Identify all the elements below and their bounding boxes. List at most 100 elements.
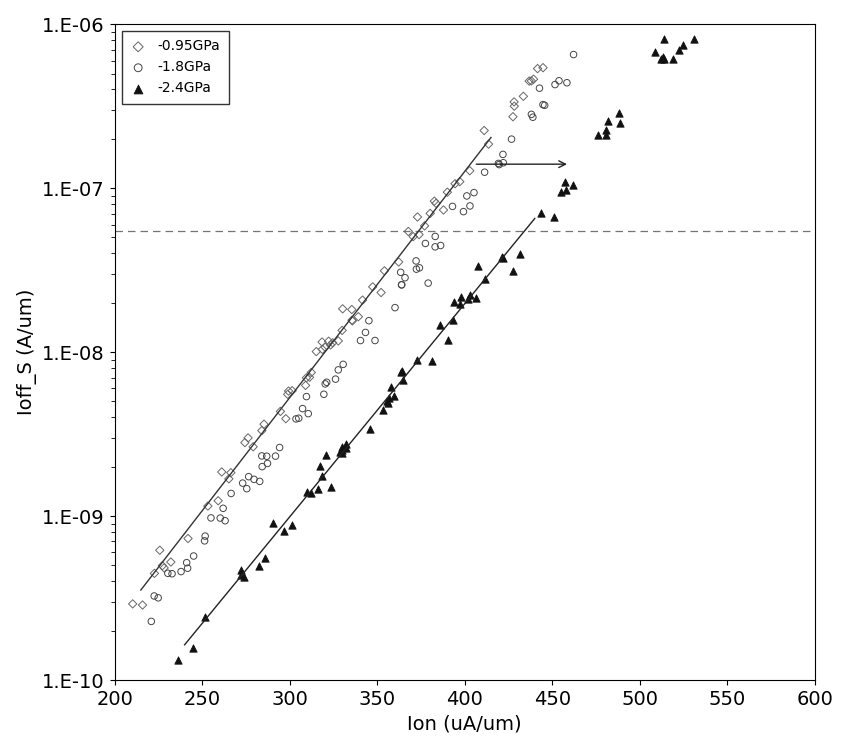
-0.95GPa bbox=[299, 372, 313, 384]
-0.95GPa bbox=[352, 310, 366, 322]
-1.8GPa bbox=[165, 568, 178, 580]
-2.4GPa bbox=[601, 115, 615, 127]
-1.8GPa bbox=[289, 413, 303, 425]
-0.95GPa bbox=[345, 304, 359, 316]
-1.8GPa bbox=[548, 79, 562, 91]
-2.4GPa bbox=[411, 354, 424, 366]
-2.4GPa bbox=[506, 265, 519, 277]
-1.8GPa bbox=[410, 255, 423, 267]
-2.4GPa bbox=[687, 33, 700, 45]
-2.4GPa bbox=[277, 525, 291, 537]
-2.4GPa bbox=[339, 442, 353, 454]
-2.4GPa bbox=[382, 398, 395, 410]
-2.4GPa bbox=[380, 394, 394, 406]
-1.8GPa bbox=[359, 326, 372, 338]
-0.95GPa bbox=[309, 346, 323, 358]
-0.95GPa bbox=[303, 371, 316, 383]
-2.4GPa bbox=[315, 470, 329, 482]
-1.8GPa bbox=[332, 364, 345, 376]
-0.95GPa bbox=[136, 599, 150, 611]
-0.95GPa bbox=[406, 230, 420, 242]
-1.8GPa bbox=[362, 315, 376, 327]
-2.4GPa bbox=[441, 334, 455, 346]
-1.8GPa bbox=[151, 592, 165, 604]
-0.95GPa bbox=[524, 75, 538, 87]
-0.95GPa bbox=[332, 335, 345, 347]
-0.95GPa bbox=[222, 472, 235, 484]
-0.95GPa bbox=[274, 406, 287, 418]
-0.95GPa bbox=[507, 96, 521, 108]
-1.8GPa bbox=[524, 108, 538, 120]
-1.8GPa bbox=[260, 450, 274, 462]
-0.95GPa bbox=[215, 466, 229, 478]
-1.8GPa bbox=[240, 483, 253, 495]
-1.8GPa bbox=[468, 187, 481, 199]
-0.95GPa bbox=[411, 211, 424, 223]
-0.95GPa bbox=[238, 436, 252, 448]
-1.8GPa bbox=[235, 477, 249, 489]
-1.8GPa bbox=[492, 158, 506, 170]
-0.95GPa bbox=[315, 344, 329, 355]
-1.8GPa bbox=[317, 388, 331, 400]
-1.8GPa bbox=[255, 460, 269, 472]
-2.4GPa bbox=[304, 488, 318, 500]
-0.95GPa bbox=[523, 75, 536, 87]
-0.95GPa bbox=[507, 100, 521, 112]
-2.4GPa bbox=[559, 184, 573, 196]
-1.8GPa bbox=[255, 450, 269, 462]
-2.4GPa bbox=[535, 206, 548, 218]
-0.95GPa bbox=[453, 176, 467, 188]
-1.8GPa bbox=[395, 279, 409, 291]
-0.95GPa bbox=[304, 367, 318, 379]
-1.8GPa bbox=[428, 241, 442, 253]
-2.4GPa bbox=[394, 366, 407, 378]
-2.4GPa bbox=[336, 442, 349, 454]
-1.8GPa bbox=[478, 166, 491, 178]
-1.8GPa bbox=[505, 134, 518, 146]
-2.4GPa bbox=[454, 298, 468, 310]
-2.4GPa bbox=[479, 273, 492, 285]
-2.4GPa bbox=[434, 319, 447, 331]
-0.95GPa bbox=[377, 265, 391, 277]
-2.4GPa bbox=[320, 449, 333, 461]
-2.4GPa bbox=[447, 296, 461, 308]
-1.8GPa bbox=[213, 512, 227, 524]
-2.4GPa bbox=[566, 179, 580, 191]
-0.95GPa bbox=[318, 341, 332, 353]
-1.8GPa bbox=[412, 262, 426, 274]
-1.8GPa bbox=[296, 403, 309, 415]
-2.4GPa bbox=[363, 423, 377, 435]
-1.8GPa bbox=[368, 334, 382, 346]
-2.4GPa bbox=[258, 552, 272, 564]
-2.4GPa bbox=[469, 292, 483, 304]
-2.4GPa bbox=[235, 568, 248, 580]
-2.4GPa bbox=[472, 260, 485, 272]
-2.4GPa bbox=[656, 51, 670, 63]
-2.4GPa bbox=[706, 0, 720, 7]
-0.95GPa bbox=[281, 385, 295, 397]
-1.8GPa bbox=[434, 239, 447, 251]
-2.4GPa bbox=[300, 487, 314, 499]
-0.95GPa bbox=[156, 560, 169, 572]
-2.4GPa bbox=[495, 251, 508, 262]
-1.8GPa bbox=[496, 157, 510, 169]
-1.8GPa bbox=[388, 302, 402, 313]
-0.95GPa bbox=[299, 380, 313, 392]
-0.95GPa bbox=[366, 280, 379, 292]
-2.4GPa bbox=[513, 248, 527, 260]
-0.95GPa bbox=[418, 220, 432, 232]
-2.4GPa bbox=[496, 252, 510, 264]
-1.8GPa bbox=[463, 200, 477, 212]
-1.8GPa bbox=[269, 450, 282, 462]
-0.95GPa bbox=[392, 256, 405, 268]
-0.95GPa bbox=[448, 178, 462, 190]
-1.8GPa bbox=[337, 358, 350, 370]
-0.95GPa bbox=[315, 336, 329, 348]
-0.95GPa bbox=[246, 441, 260, 453]
-2.4GPa bbox=[657, 33, 671, 45]
-1.8GPa bbox=[292, 413, 305, 424]
-0.95GPa bbox=[440, 186, 454, 198]
X-axis label: Ion (uA/um): Ion (uA/um) bbox=[407, 714, 522, 734]
-1.8GPa bbox=[567, 49, 581, 61]
-2.4GPa bbox=[613, 118, 626, 130]
